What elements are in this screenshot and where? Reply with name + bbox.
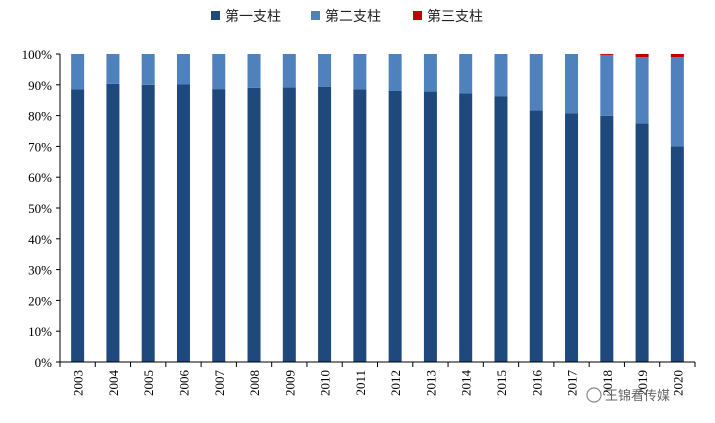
bar-2005-series-2 [141, 54, 155, 85]
x-tick-label: 2006 [176, 370, 191, 397]
bar-2020-series-3 [670, 54, 684, 58]
bar-2011-series-1 [353, 89, 367, 363]
x-tick-label: 2013 [423, 370, 438, 396]
y-tick-label: 80% [28, 109, 52, 124]
bar-2015-series-1 [494, 96, 508, 362]
x-tick-label: 2007 [212, 370, 227, 397]
bar-2003-series-1 [71, 89, 85, 363]
bar-2020-series-1 [670, 146, 684, 362]
bar-2006-series-2 [176, 54, 190, 85]
bar-2013-series-1 [423, 91, 437, 362]
bar-2018-series-3 [600, 54, 614, 55]
bar-2010-series-1 [318, 86, 332, 363]
y-tick-label: 30% [28, 263, 52, 278]
y-tick-label: 100% [22, 47, 53, 62]
x-tick-label: 2011 [353, 370, 368, 396]
legend-swatch [413, 11, 422, 20]
bar-2005-series-1 [141, 84, 155, 363]
bar-2004-series-1 [106, 83, 120, 362]
bar-2015-series-2 [494, 54, 508, 97]
watermark-text: 王锦看传媒 [605, 388, 670, 404]
x-tick-label: 2017 [565, 370, 580, 397]
y-tick-label: 60% [28, 170, 52, 185]
x-tick-label: 2009 [282, 370, 297, 396]
x-tick-label: 2010 [318, 370, 333, 396]
legend: 第一支柱 第二支柱 第三支柱 [211, 8, 483, 25]
axes: 0% 10% 20% 30% 40% 50% 60% 70% 80% 90% 100% 2003 200… [22, 47, 696, 397]
bar-2012-series-2 [388, 54, 402, 91]
legend-label: 第一支柱 [225, 8, 281, 25]
x-tick-label: 2019 [635, 370, 650, 396]
y-tick-label: 10% [28, 324, 52, 339]
bar-2014-series-1 [459, 93, 473, 363]
bar-2019-series-1 [635, 123, 649, 362]
y-tick-label: 20% [28, 293, 52, 308]
x-tick-label: 2015 [494, 370, 509, 396]
legend-swatch [211, 11, 220, 20]
y-tick-label: 0% [35, 355, 53, 370]
bar-2017-series-1 [565, 113, 579, 362]
bar-2008-series-1 [247, 87, 261, 362]
bar-2013-series-2 [423, 54, 437, 92]
bar-2019-series-3 [635, 54, 649, 58]
bar-2007-series-1 [212, 89, 226, 363]
bar-2008-series-2 [247, 54, 261, 88]
bar-2018-series-1 [600, 115, 614, 362]
y-tick-label: 70% [28, 139, 52, 154]
bar-2004-series-2 [106, 54, 120, 84]
x-tick-label: 2005 [141, 370, 156, 396]
bar-2009-series-2 [282, 54, 296, 88]
bar-2009-series-1 [282, 87, 296, 362]
bar-2010-series-2 [318, 54, 332, 87]
y-tick-label: 40% [28, 232, 52, 247]
x-tick-label: 2020 [670, 370, 685, 396]
bar-2018-series-2 [600, 54, 614, 116]
bar-2019-series-2 [635, 57, 649, 124]
legend-label: 第三支柱 [427, 8, 483, 25]
watermark: 王锦看传媒 [586, 387, 670, 404]
x-tick-label: 2004 [106, 370, 121, 397]
watermark-icon [586, 387, 602, 403]
bar-2012-series-1 [388, 90, 402, 363]
bar-2017-series-2 [565, 54, 579, 114]
x-tick-label: 2003 [71, 370, 86, 396]
x-tick-label: 2018 [600, 370, 615, 396]
bars [71, 54, 684, 363]
bar-2014-series-2 [459, 54, 473, 94]
x-tick-label: 2016 [529, 370, 544, 397]
x-tick-label: 2008 [247, 370, 262, 396]
x-tick-label: 2014 [459, 370, 474, 397]
bar-2006-series-1 [176, 84, 190, 363]
bar-2016-series-2 [529, 54, 543, 111]
bar-2016-series-1 [529, 110, 543, 362]
y-tick-label: 50% [28, 201, 52, 216]
bar-2007-series-2 [212, 54, 226, 90]
y-tick-label: 90% [28, 78, 52, 93]
legend-swatch [311, 11, 320, 20]
x-tick-label: 2012 [388, 370, 403, 396]
legend-label: 第二支柱 [325, 8, 381, 25]
bar-2020-series-2 [670, 57, 684, 147]
bar-2011-series-2 [353, 54, 367, 90]
bar-2003-series-2 [71, 54, 85, 90]
